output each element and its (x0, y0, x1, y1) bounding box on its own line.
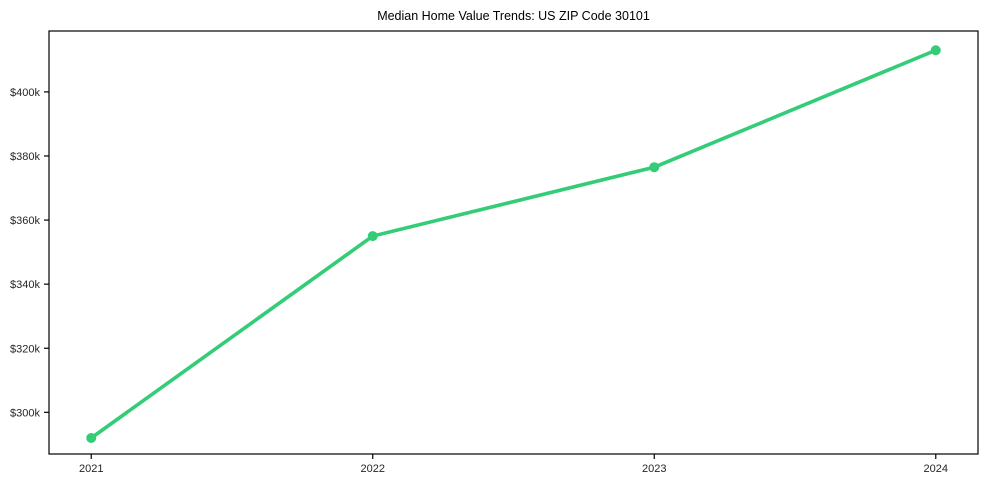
chart-title: Median Home Value Trends: US ZIP Code 30… (377, 9, 650, 23)
data-point-2024 (930, 45, 941, 56)
x-axis-tick-label: 2022 (361, 463, 385, 475)
data-point-2023 (649, 162, 660, 173)
x-axis-tick-label: 2023 (642, 463, 666, 475)
x-axis-tick-label: 2021 (79, 463, 103, 475)
data-point-2022 (367, 231, 378, 242)
y-axis-tick-label: $400k (10, 87, 40, 99)
data-point-2021 (86, 432, 97, 443)
y-axis-tick-label: $320k (10, 343, 40, 355)
y-axis-tick-label: $300k (10, 407, 40, 419)
x-axis-tick-label: 2024 (924, 463, 948, 475)
plot-border (48, 30, 979, 455)
y-axis-tick-label: $340k (10, 279, 40, 291)
trend-line (89, 48, 938, 440)
y-axis-tick-label: $380k (10, 151, 40, 163)
y-axis-tick-label: $360k (10, 215, 40, 227)
